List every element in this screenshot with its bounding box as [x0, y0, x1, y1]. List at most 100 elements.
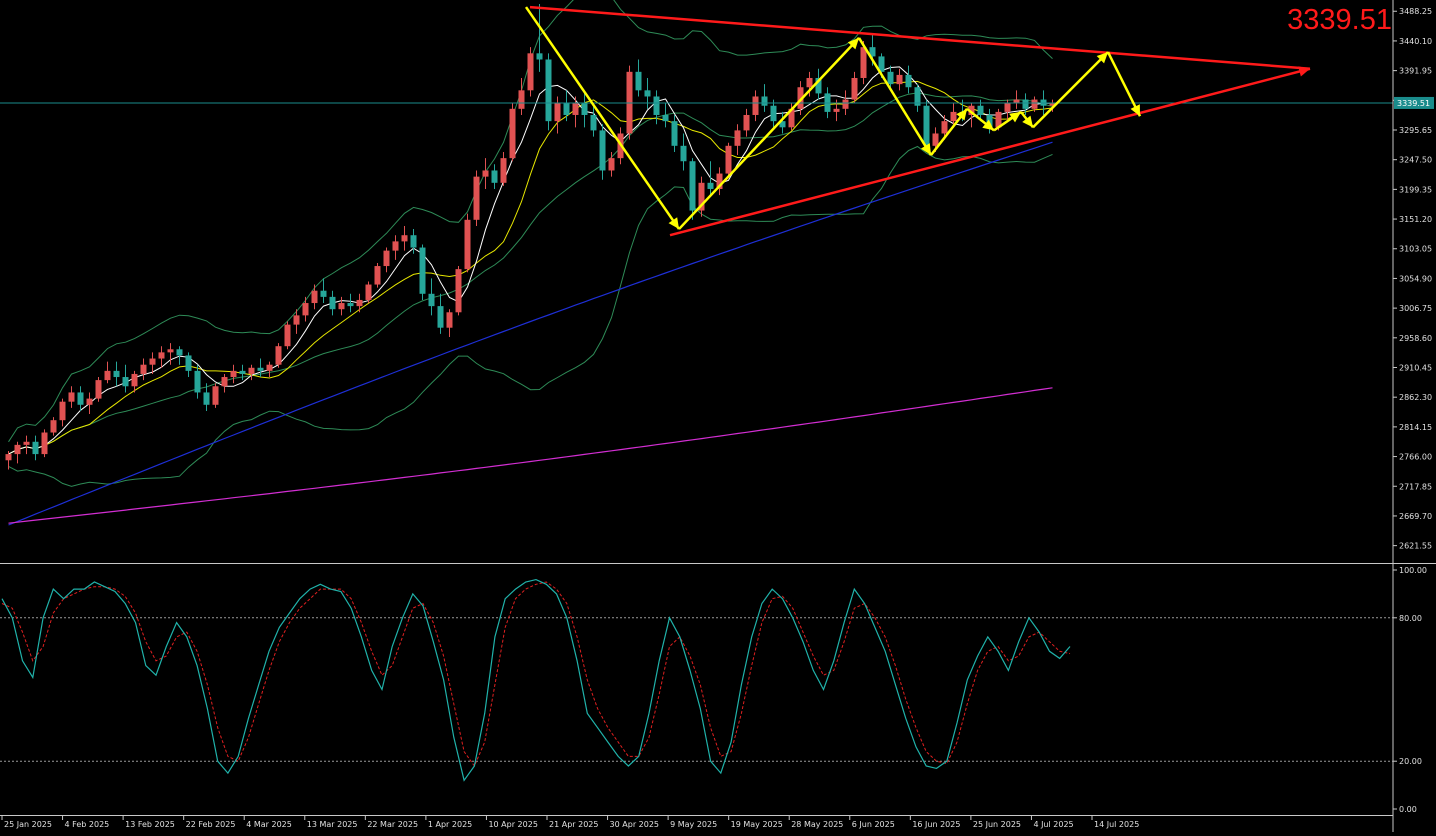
price-tick-label: 2910.45	[1399, 364, 1432, 373]
candle-body	[608, 158, 615, 171]
time-tick-label: 25 Jan 2025	[4, 820, 52, 829]
price-tick-label: 3295.65	[1399, 126, 1432, 135]
candle-body	[680, 145, 687, 162]
price-tick-label: 3199.35	[1399, 185, 1432, 194]
candle-body	[1022, 99, 1029, 109]
candle-body	[644, 90, 651, 97]
candle-body	[428, 293, 435, 307]
stoch-main-line	[1, 578, 1071, 782]
candle-body	[1031, 99, 1038, 109]
candle-body	[896, 74, 903, 85]
candle-body	[338, 303, 345, 310]
drawing-tools-layer	[0, 5, 1393, 237]
bollinger-mid	[8, 92, 1053, 455]
candle-body	[239, 370, 246, 374]
candle-body	[419, 247, 426, 294]
lower-trendline-head	[1298, 66, 1310, 77]
price-tick-label: 3247.50	[1399, 156, 1432, 165]
candle-body	[761, 96, 768, 106]
candle-body	[176, 349, 183, 356]
candle-body	[401, 235, 408, 242]
candle-body	[14, 444, 21, 455]
candle-body	[536, 53, 543, 60]
candle-body	[716, 173, 723, 189]
candle-body	[734, 130, 741, 146]
price-tick-label: 3440.10	[1399, 37, 1432, 46]
time-tick-label: 22 Mar 2025	[367, 820, 418, 829]
candle-body	[311, 290, 318, 304]
candle-body	[833, 108, 840, 112]
candle-body	[689, 161, 696, 211]
price-tick-label: 2669.70	[1399, 512, 1432, 521]
candle-body	[5, 454, 12, 461]
candle-body	[113, 370, 120, 378]
time-tick-label: 13 Mar 2025	[307, 820, 358, 829]
ma-mid-line	[8, 80, 1053, 455]
candle-body	[662, 114, 669, 122]
time-tick-label: 25 Jun 2025	[973, 820, 1021, 829]
price-tick-label: 2717.85	[1399, 482, 1432, 491]
candle-body	[932, 133, 939, 146]
candle-body	[275, 346, 282, 365]
zigzag-segment-head	[668, 217, 679, 230]
candle-body	[770, 105, 777, 122]
candle-body	[653, 96, 660, 115]
ma-100-line	[8, 141, 1053, 526]
candle-body	[203, 392, 210, 405]
candle-body	[482, 170, 489, 177]
lower-trendline	[669, 67, 1311, 237]
candle-body	[707, 182, 714, 189]
stoch-tick-label: 80.00	[1399, 614, 1422, 623]
price-tick-label: 2958.60	[1399, 334, 1432, 343]
current-price-tag	[1394, 96, 1434, 109]
candle-body	[158, 352, 165, 359]
price-tick-label: 2862.30	[1399, 393, 1432, 402]
candle-body	[752, 96, 759, 115]
candle-body	[50, 420, 57, 433]
price-tick-label: 3391.95	[1399, 67, 1432, 76]
candle-body	[185, 355, 192, 371]
candle-body	[68, 392, 75, 402]
candle-body	[869, 47, 876, 57]
candle-body	[464, 219, 471, 270]
zigzag-segment-head	[920, 143, 931, 156]
zigzag-segment	[524, 6, 681, 230]
price-tick-label: 3054.90	[1399, 274, 1432, 283]
candle-body	[851, 77, 858, 100]
candle-body	[743, 114, 750, 131]
candle-body	[905, 74, 912, 88]
time-tick-label: 10 Apr 2025	[488, 820, 537, 829]
current-price-tag-label: 3339.51	[1397, 99, 1430, 108]
candle-body	[383, 250, 390, 267]
price-tick-label: 3103.05	[1399, 245, 1432, 254]
candle-body	[356, 299, 363, 307]
stoch-tick-label: 100.00	[1399, 566, 1427, 575]
time-tick-label: 9 May 2025	[670, 820, 717, 829]
candle-body	[698, 182, 705, 211]
time-tick-label: 21 Apr 2025	[549, 820, 598, 829]
grid-layer	[0, 617, 1393, 762]
time-tick-label: 16 Jun 2025	[912, 820, 960, 829]
candle-body	[122, 377, 129, 387]
candle-body	[212, 386, 219, 405]
zigzag-segment-head	[982, 119, 994, 131]
candle-body	[86, 398, 93, 405]
candle-body	[473, 176, 480, 220]
zigzag-segment-head	[1130, 104, 1140, 117]
candle-body	[329, 296, 336, 310]
candle-body	[32, 441, 39, 455]
price-readout: 3339.51	[1287, 4, 1392, 36]
candle-body	[968, 105, 975, 115]
zigzag-segment	[1032, 51, 1109, 129]
candle-body	[527, 53, 534, 91]
bollinger-lower	[8, 145, 1053, 487]
stoch-tick-label: 0.00	[1399, 805, 1417, 814]
candle-body	[410, 235, 417, 248]
ma-200-line	[8, 387, 1053, 524]
candle-body	[266, 364, 273, 371]
candle-body	[374, 266, 381, 285]
candle-body	[545, 59, 552, 122]
